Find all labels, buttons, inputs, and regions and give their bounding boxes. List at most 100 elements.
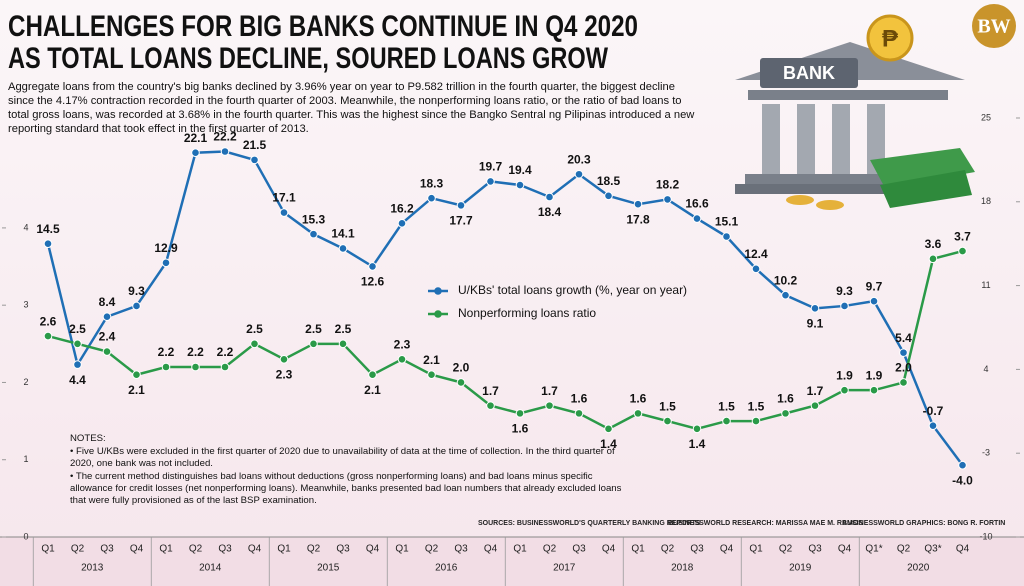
- data-point: [692, 214, 702, 223]
- data-label: 3.6: [925, 237, 942, 251]
- x-tick-label: Q2: [661, 544, 675, 555]
- x-axis-band: [0, 537, 1024, 586]
- x-tick-label: Q3: [690, 544, 704, 555]
- title-line: AS TOTAL LOANS DECLINE, SOURED LOANS GRO…: [8, 42, 609, 75]
- bank-label: BANK: [783, 63, 835, 83]
- notes-heading: NOTES:: [70, 433, 106, 444]
- data-point: [515, 180, 525, 190]
- data-point: [220, 147, 230, 156]
- x-tick-label: Q4: [720, 544, 734, 555]
- source: BUSINESSWORLD GRAPHICS: BONG R. FORTIN: [842, 520, 1006, 527]
- y2-tick-label: -3: [982, 448, 990, 458]
- data-point: [191, 148, 200, 158]
- data-point: [43, 239, 53, 248]
- data-label: 2.1: [128, 383, 145, 397]
- x-tick-label: Q3: [808, 544, 822, 555]
- data-point: [515, 409, 525, 418]
- y2-tick-label: 11: [981, 280, 990, 290]
- data-point: [663, 416, 672, 426]
- data-label: 9.7: [866, 279, 883, 293]
- data-label: 9.3: [128, 284, 145, 298]
- data-label: 1.7: [541, 384, 558, 398]
- data-label: 18.4: [538, 205, 562, 219]
- y2-tick-label: 4: [983, 364, 988, 374]
- data-point: [692, 424, 702, 434]
- x-tick-label: Q1: [277, 544, 291, 555]
- data-point: [456, 201, 466, 210]
- data-label: 17.7: [449, 214, 473, 228]
- data-point: [869, 385, 879, 395]
- data-point: [191, 362, 200, 372]
- data-label: 2.0: [895, 361, 912, 375]
- data-label: 19.4: [508, 163, 532, 177]
- data-point: [43, 331, 53, 341]
- legend-dot: [434, 287, 442, 295]
- data-point: [928, 254, 938, 264]
- data-label: 15.3: [302, 212, 326, 226]
- x-tick-label: Q4: [602, 544, 616, 555]
- x-tick-label: Q3: [454, 544, 468, 555]
- year-label: 2020: [907, 563, 930, 574]
- data-label: 22.2: [213, 130, 237, 144]
- data-label: 4.4: [69, 373, 86, 387]
- x-tick-label: Q1: [631, 544, 645, 555]
- data-point: [928, 421, 938, 430]
- year-label: 2017: [553, 563, 576, 574]
- data-label: 9.1: [807, 317, 824, 331]
- data-label: 2.5: [69, 322, 86, 336]
- source: SOURCES: BUSINESSWORLD'S QUARTERLY BANKI…: [478, 520, 701, 527]
- y-tick-label: 3: [23, 300, 28, 310]
- y2-tick-label: 25: [981, 112, 991, 122]
- y-tick-label: 4: [23, 222, 28, 232]
- data-label: 18.5: [597, 174, 621, 188]
- x-tick-label: Q1*: [865, 544, 882, 555]
- data-point: [545, 192, 554, 202]
- data-point: [368, 370, 377, 380]
- x-tick-label: Q4: [838, 544, 852, 555]
- y-tick-label: 0: [23, 531, 28, 541]
- data-label: 2.5: [246, 322, 263, 336]
- data-point: [338, 244, 348, 253]
- x-tick-label: Q4: [366, 544, 380, 555]
- data-point: [309, 229, 318, 239]
- legend-label: U/KBs' total loans growth (%, year on ye…: [458, 283, 687, 297]
- data-label: 12.9: [154, 241, 178, 255]
- x-tick-label: Q2: [307, 544, 321, 555]
- data-label: 18.3: [420, 176, 444, 190]
- data-label: 2.3: [276, 367, 293, 381]
- y2-tick-label: -10: [979, 531, 992, 541]
- data-label: 12.4: [744, 247, 768, 261]
- data-label: 3.7: [954, 229, 971, 243]
- data-point: [279, 354, 289, 364]
- data-label: 1.6: [777, 392, 794, 406]
- data-point: [722, 416, 731, 426]
- source: BUSINESSWORLD RESEARCH: MARISSA MAE M. R…: [668, 520, 863, 527]
- x-tick-label: Q2: [897, 544, 911, 555]
- legend-label: Nonperforming loans ratio: [458, 306, 596, 320]
- data-point: [604, 191, 613, 201]
- data-point: [869, 296, 879, 306]
- data-point: [810, 304, 820, 313]
- data-label: 1.4: [600, 437, 617, 451]
- data-label: 1.4: [689, 437, 706, 451]
- data-label: 2.1: [423, 353, 440, 367]
- data-point: [545, 401, 554, 410]
- data-label: 1.5: [718, 399, 735, 413]
- year-label: 2014: [199, 563, 222, 574]
- data-label: 18.2: [656, 178, 680, 192]
- data-label: 2.5: [305, 322, 322, 336]
- data-point: [161, 362, 171, 372]
- data-point: [633, 199, 643, 209]
- data-label: 2.6: [40, 314, 57, 328]
- y2-tick-label: 18: [981, 196, 991, 206]
- data-label: 1.9: [836, 368, 853, 382]
- data-label: 2.2: [187, 345, 204, 359]
- x-tick-label: Q3*: [924, 544, 941, 555]
- data-point: [132, 301, 141, 311]
- series-line: [46, 150, 964, 466]
- data-point: [781, 409, 790, 418]
- x-tick-label: Q1: [513, 544, 527, 555]
- x-tick-label: Q3: [572, 544, 586, 555]
- data-point: [958, 460, 967, 470]
